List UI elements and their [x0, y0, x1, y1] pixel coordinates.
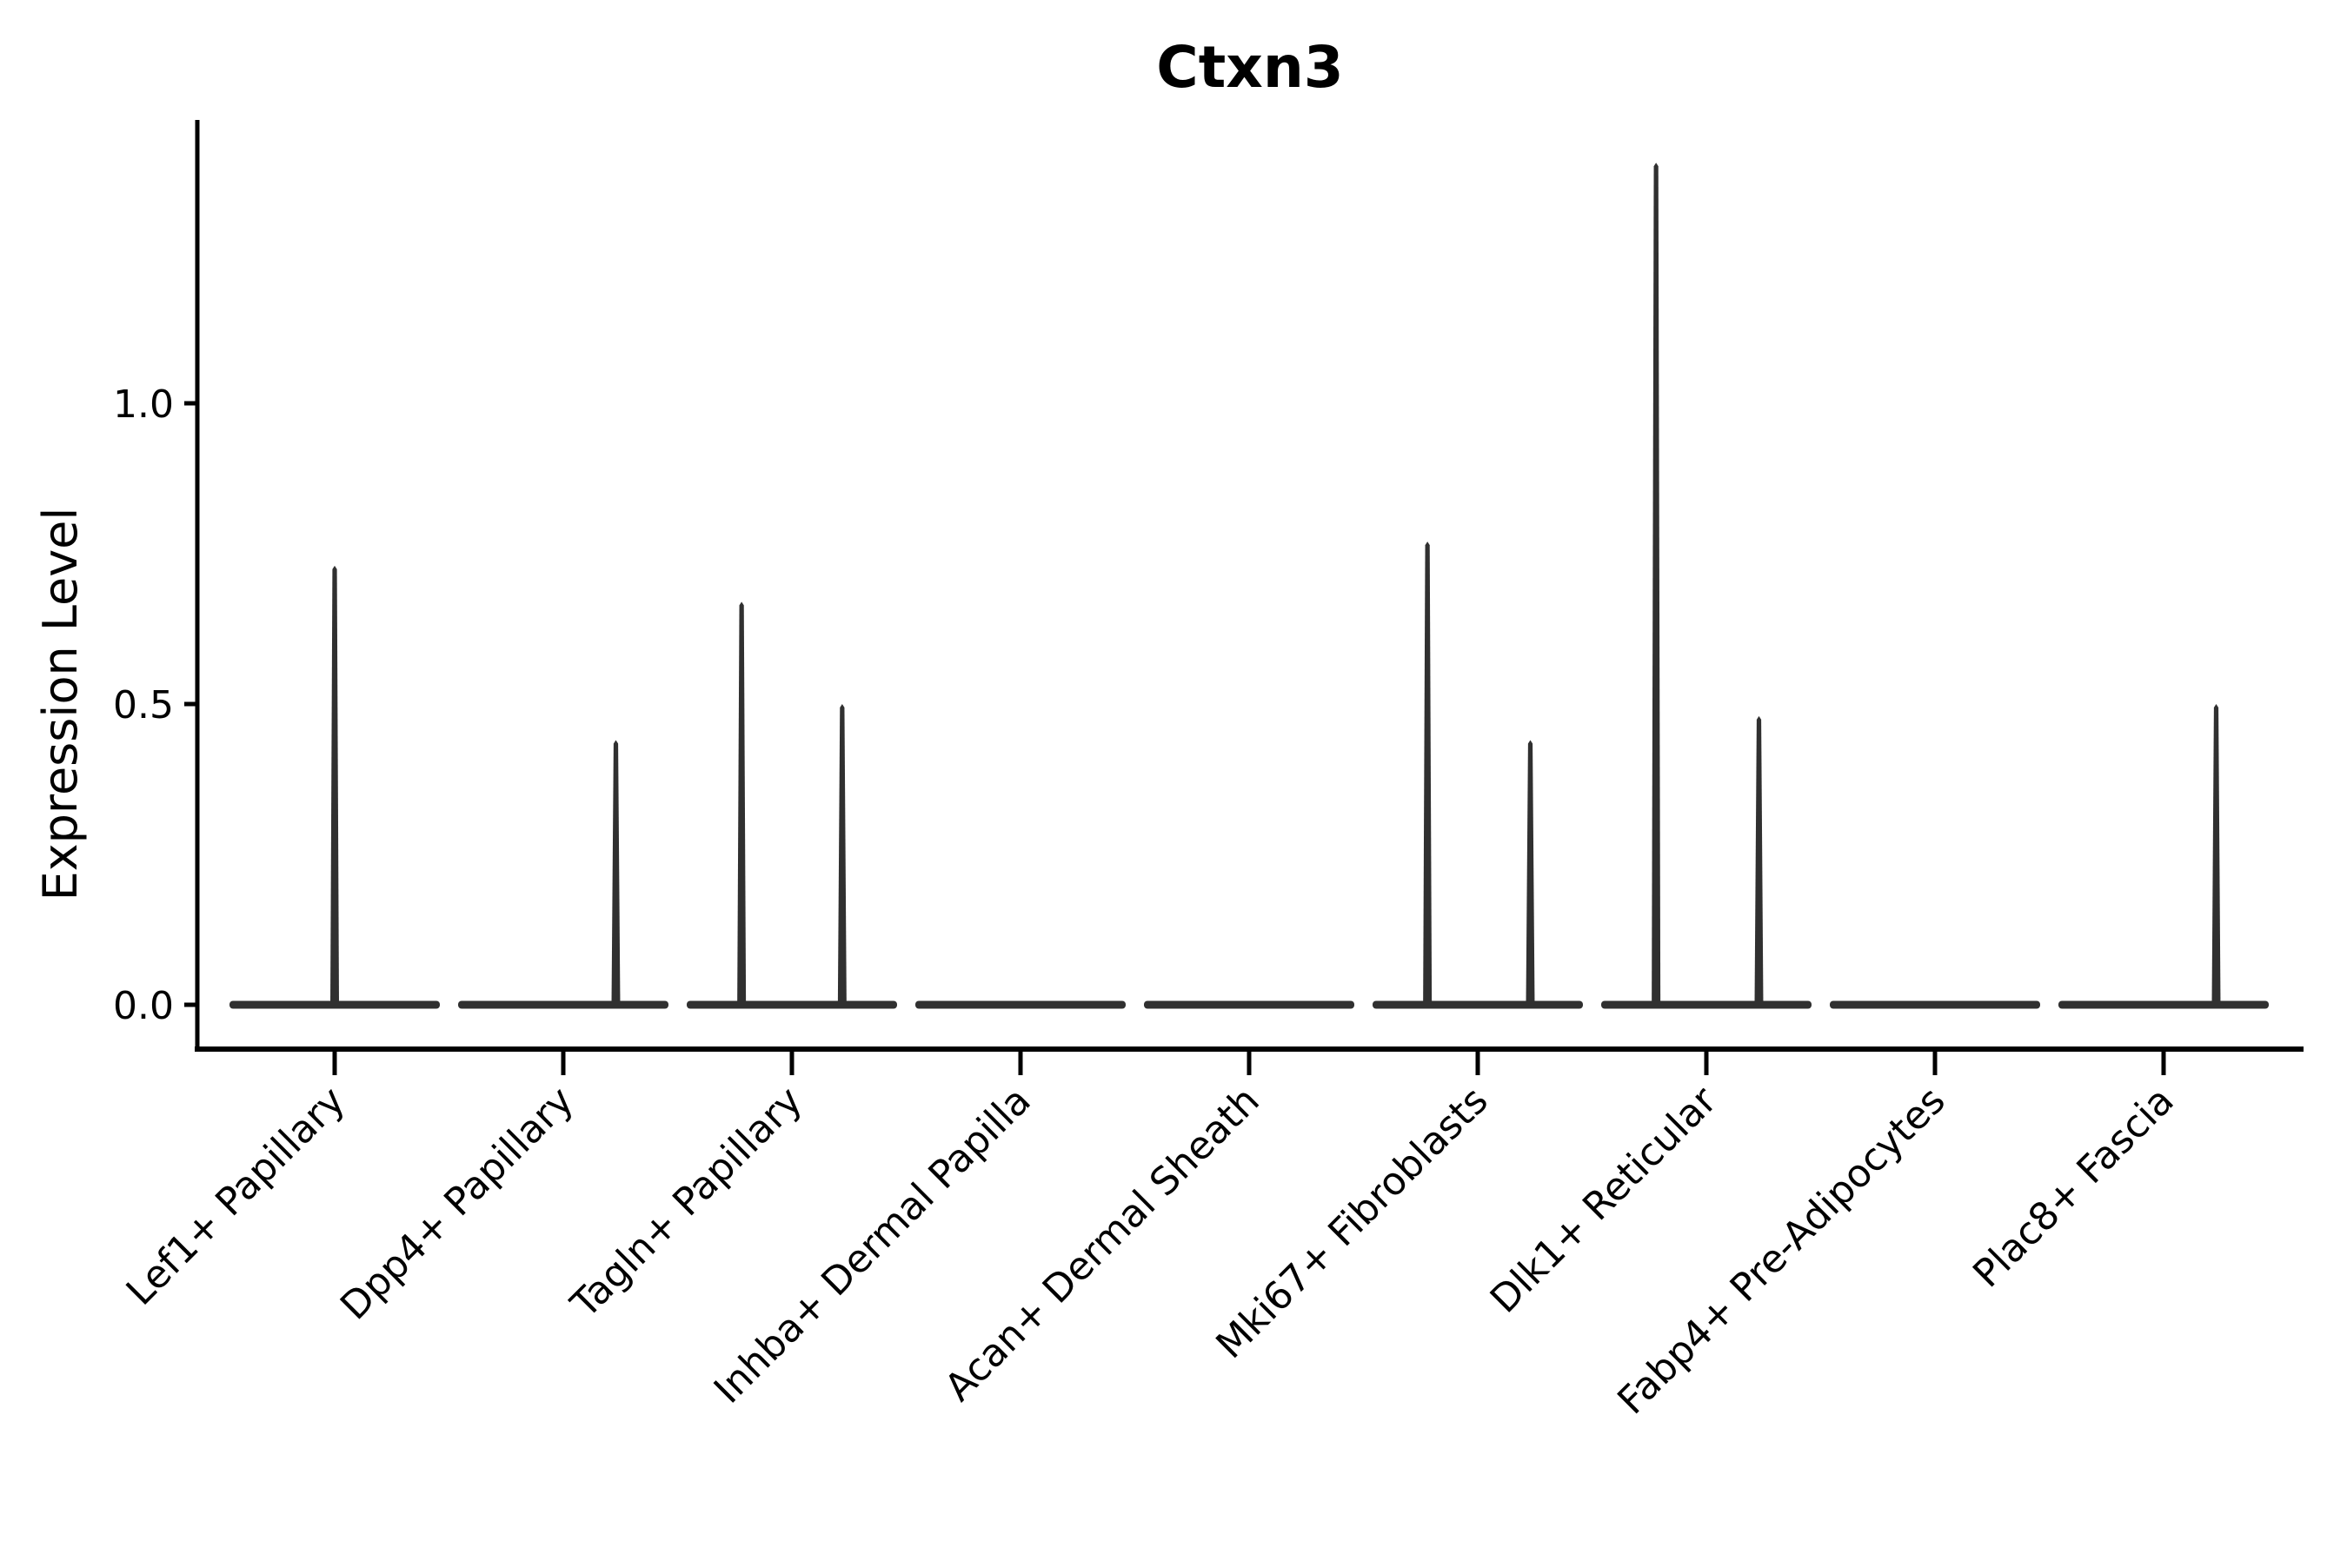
violin-base [1601, 1000, 1812, 1009]
violin-base [1144, 1000, 1354, 1009]
violin-base [1830, 1000, 2040, 1009]
x-tick-label-0: Lef1+ Papillary [118, 1079, 354, 1314]
chart-title: Ctxn3 [1156, 34, 1343, 101]
y-axis-label: Expression Level [33, 508, 88, 901]
x-tick-label-1: Dpp4+ Papillary [332, 1079, 582, 1329]
violin-base [458, 1000, 668, 1009]
y-tick-label-2: 1.0 [113, 382, 174, 427]
axes-layer [184, 120, 2304, 1075]
x-tick-label-8: Plac8+ Fascia [1965, 1079, 2183, 1297]
violin-layer [229, 163, 2269, 1009]
x-tick-label-2: Tagln+ Papillary [562, 1079, 811, 1327]
x-tick-label-6: Dlk1+ Reticular [1482, 1078, 1726, 1322]
violin-spike [1423, 541, 1433, 1005]
violin-base [915, 1000, 1126, 1009]
violin-spike [611, 740, 621, 1005]
violin-spike [837, 704, 847, 1005]
violin-spike [1652, 163, 1661, 1005]
violin-spike [1526, 740, 1535, 1005]
violin-spike [2211, 704, 2221, 1005]
y-tick-label-1: 0.5 [113, 683, 174, 728]
violin-spike [737, 601, 747, 1005]
violin-base [2058, 1000, 2269, 1009]
violin-spike [1754, 715, 1764, 1005]
violin-spike [330, 565, 339, 1005]
y-tick-label-0: 0.0 [113, 984, 174, 1028]
violin-base [1373, 1000, 1583, 1009]
violin-base [687, 1000, 897, 1009]
